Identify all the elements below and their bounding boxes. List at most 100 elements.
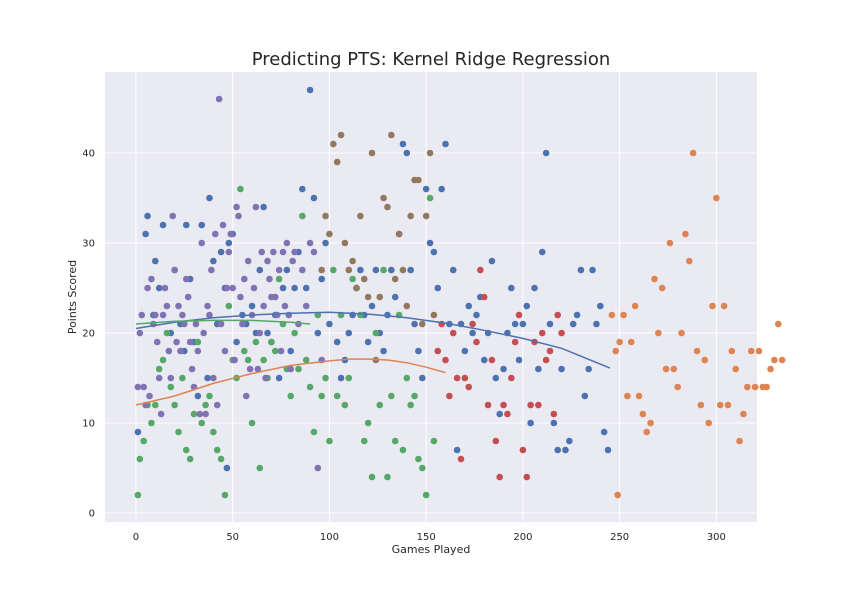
data-point xyxy=(268,338,275,346)
data-point xyxy=(531,284,538,292)
data-point xyxy=(415,455,422,463)
data-point xyxy=(134,428,142,436)
data-point xyxy=(225,239,233,247)
data-point xyxy=(326,320,333,328)
data-point xyxy=(755,347,763,355)
data-point xyxy=(349,275,356,283)
data-point xyxy=(333,392,341,400)
data-point xyxy=(173,338,180,346)
data-point xyxy=(643,428,651,436)
data-point xyxy=(256,329,264,337)
data-point xyxy=(527,401,534,409)
data-point xyxy=(318,275,325,283)
data-point xyxy=(612,347,620,355)
data-point xyxy=(306,383,314,391)
data-point xyxy=(364,419,372,427)
data-point xyxy=(368,473,376,481)
data-point xyxy=(310,194,318,202)
data-point xyxy=(614,491,622,499)
data-point xyxy=(372,329,380,337)
data-point xyxy=(163,329,171,337)
data-point xyxy=(210,428,217,436)
data-point xyxy=(504,410,511,418)
data-point xyxy=(155,374,163,382)
data-point xyxy=(202,401,209,409)
data-point xyxy=(589,266,596,274)
data-point xyxy=(411,392,418,400)
data-point xyxy=(333,338,341,346)
data-point xyxy=(360,275,368,283)
data-point xyxy=(538,329,546,337)
plot-area xyxy=(105,72,757,522)
data-point xyxy=(577,266,585,274)
data-point xyxy=(186,455,194,463)
data-point xyxy=(523,473,531,481)
data-point xyxy=(291,284,298,292)
data-point xyxy=(281,302,289,310)
data-point xyxy=(155,284,163,292)
data-point xyxy=(411,320,418,328)
data-point xyxy=(682,230,689,238)
data-point xyxy=(388,392,395,400)
data-point xyxy=(271,293,279,301)
data-point xyxy=(287,347,295,355)
data-point xyxy=(200,329,207,337)
data-point xyxy=(418,320,426,328)
data-point xyxy=(217,455,225,463)
data-point xyxy=(384,203,391,211)
data-point xyxy=(299,266,306,274)
data-point xyxy=(434,347,442,355)
data-point xyxy=(171,401,178,409)
data-point xyxy=(446,392,453,400)
data-point xyxy=(326,437,333,445)
data-point xyxy=(264,329,271,337)
data-point xyxy=(175,302,182,310)
chart-title: Predicting PTS: Kernel Ridge Regression xyxy=(252,49,611,70)
data-point xyxy=(250,284,258,292)
x-axis-ticks: 0 50 100 150 200 250 300 xyxy=(133,532,726,543)
data-point xyxy=(302,356,310,364)
data-point xyxy=(221,491,229,499)
data-point xyxy=(256,464,264,472)
data-point xyxy=(266,275,273,283)
data-point xyxy=(289,257,296,265)
data-point xyxy=(204,374,211,382)
data-point xyxy=(709,302,716,310)
data-point xyxy=(213,446,221,454)
data-point xyxy=(546,347,554,355)
data-point xyxy=(368,149,376,157)
data-point xyxy=(399,266,407,274)
data-point xyxy=(500,401,507,409)
data-point xyxy=(310,248,318,256)
data-point xyxy=(231,356,238,364)
data-point xyxy=(235,212,242,220)
data-point xyxy=(287,392,295,400)
data-point xyxy=(167,374,175,382)
data-point xyxy=(188,365,196,373)
data-point xyxy=(198,221,206,229)
data-point xyxy=(554,311,562,319)
x-tick-label: 300 xyxy=(707,532,726,543)
data-point xyxy=(469,329,476,337)
data-point xyxy=(159,356,167,364)
data-point xyxy=(148,275,155,283)
data-point xyxy=(270,248,277,256)
data-point xyxy=(488,356,496,364)
data-point xyxy=(140,383,147,391)
data-point xyxy=(211,230,219,238)
data-point xyxy=(302,302,310,310)
data-point xyxy=(299,185,306,193)
data-point xyxy=(349,257,356,265)
x-tick-label: 50 xyxy=(226,532,239,543)
data-point xyxy=(465,383,473,391)
data-point xyxy=(182,446,190,454)
data-point xyxy=(240,275,248,283)
data-point xyxy=(146,392,153,400)
data-point xyxy=(608,311,616,319)
data-point xyxy=(248,302,256,310)
data-point xyxy=(136,455,144,463)
data-point xyxy=(223,284,231,292)
data-point xyxy=(422,185,430,193)
data-point xyxy=(523,302,531,310)
data-point xyxy=(535,401,542,409)
